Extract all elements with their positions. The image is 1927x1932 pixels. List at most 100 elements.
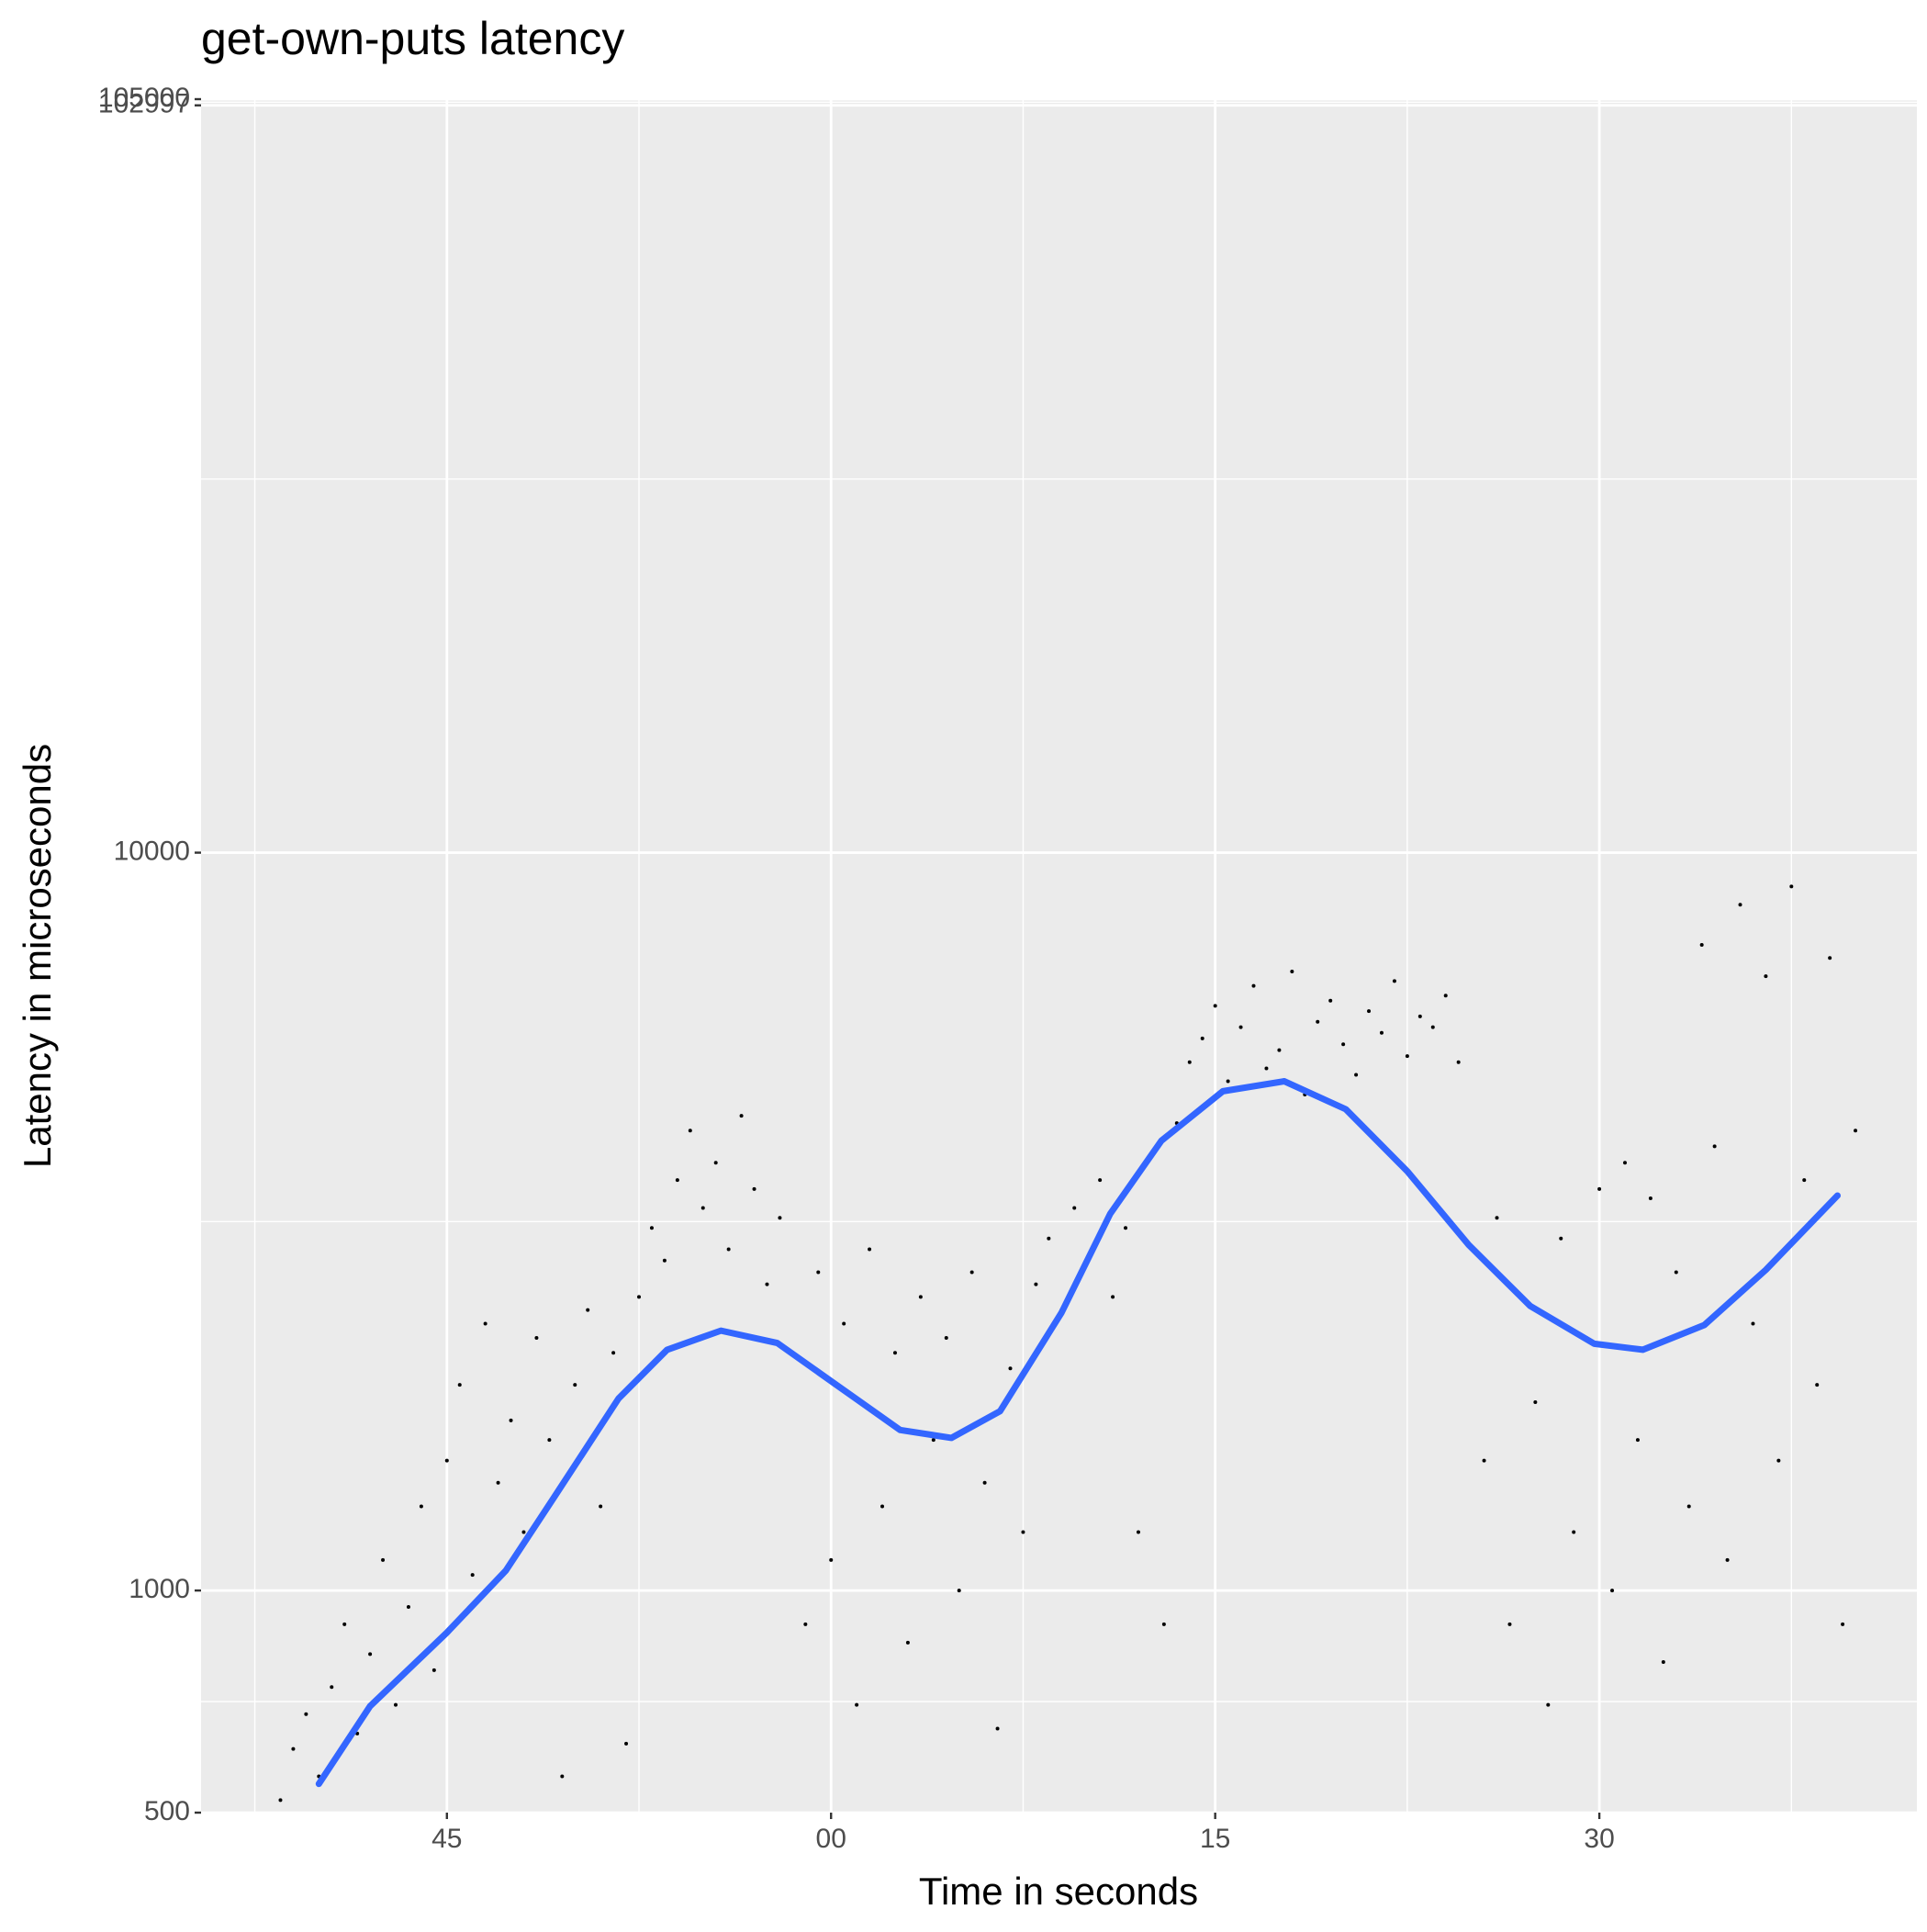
point: [1789, 884, 1794, 889]
point: [892, 1351, 897, 1355]
point: [1802, 1178, 1807, 1183]
point: [880, 1504, 885, 1509]
point: [995, 1726, 1000, 1731]
point: [1213, 1004, 1217, 1008]
point: [534, 1335, 539, 1340]
point: [1610, 1589, 1615, 1593]
point: [1751, 1321, 1755, 1326]
point: [649, 1226, 654, 1230]
point: [1597, 1186, 1602, 1191]
point: [586, 1308, 590, 1312]
point: [1456, 1060, 1461, 1064]
y-tick-label: 102997: [98, 89, 190, 119]
point: [1392, 979, 1396, 983]
point: [1034, 1282, 1038, 1286]
point: [803, 1622, 808, 1626]
point: [1622, 1161, 1627, 1165]
point: [304, 1712, 308, 1716]
point: [368, 1652, 373, 1657]
point: [1572, 1530, 1576, 1534]
point: [342, 1622, 347, 1626]
point: [931, 1438, 935, 1443]
point: [330, 1685, 334, 1690]
point: [1238, 1025, 1243, 1029]
point: [1482, 1458, 1486, 1463]
point: [1200, 1036, 1204, 1040]
point: [1648, 1196, 1653, 1201]
point: [1854, 1129, 1858, 1133]
point: [1277, 1048, 1282, 1052]
point: [1815, 1383, 1820, 1387]
x-tick-label: 45: [431, 1824, 462, 1854]
y-tick-label: 10000: [114, 836, 190, 866]
point: [918, 1295, 923, 1299]
point: [624, 1741, 629, 1746]
point: [969, 1270, 974, 1275]
point: [662, 1258, 667, 1263]
point: [1738, 903, 1742, 907]
point: [1264, 1066, 1269, 1071]
point: [291, 1747, 296, 1751]
x-tick-label: 15: [1200, 1824, 1230, 1854]
point: [1226, 1079, 1230, 1084]
point: [1047, 1236, 1051, 1241]
point: [573, 1383, 577, 1387]
point: [1008, 1366, 1013, 1371]
point: [1021, 1530, 1025, 1534]
point: [509, 1418, 513, 1422]
point: [1187, 1060, 1192, 1064]
point: [1379, 1030, 1384, 1035]
point: [688, 1129, 692, 1133]
point: [1367, 1009, 1372, 1014]
point: [700, 1206, 705, 1210]
point: [1354, 1073, 1359, 1077]
point: [1111, 1295, 1115, 1299]
y-tick-label: 500: [144, 1796, 190, 1826]
y-axis-title: Latency in microseconds: [16, 744, 59, 1168]
point: [1405, 1054, 1409, 1059]
point: [1546, 1702, 1551, 1707]
point: [1776, 1458, 1781, 1463]
point: [1674, 1270, 1678, 1275]
point: [1533, 1399, 1538, 1404]
point: [1686, 1504, 1691, 1509]
point: [739, 1114, 744, 1118]
point: [1635, 1438, 1640, 1443]
point: [1072, 1206, 1077, 1210]
point: [1841, 1622, 1845, 1626]
point: [778, 1216, 782, 1220]
point: [1559, 1236, 1563, 1241]
point: [855, 1702, 859, 1707]
point: [1251, 983, 1256, 988]
point: [1712, 1144, 1717, 1149]
point: [560, 1774, 565, 1779]
point: [957, 1589, 961, 1593]
point: [765, 1282, 769, 1286]
y-tick-label: 1000: [129, 1574, 190, 1604]
point: [496, 1480, 500, 1485]
point: [394, 1702, 398, 1707]
point: [599, 1504, 603, 1509]
point: [431, 1668, 436, 1672]
point: [1290, 970, 1294, 974]
point: [1661, 1659, 1665, 1664]
point: [868, 1247, 872, 1252]
panel: [201, 99, 1917, 1813]
point: [1136, 1530, 1140, 1534]
point: [444, 1458, 449, 1463]
point: [816, 1270, 821, 1275]
point: [982, 1480, 987, 1485]
point: [829, 1557, 834, 1562]
point: [1828, 956, 1832, 960]
point: [1507, 1622, 1512, 1626]
point: [457, 1383, 462, 1387]
point: [1764, 974, 1768, 979]
point: [726, 1247, 731, 1252]
smooth-line: [315, 1078, 1842, 1788]
point: [419, 1504, 423, 1509]
point: [1124, 1226, 1128, 1230]
point: [842, 1321, 846, 1326]
point: [1699, 942, 1704, 947]
point: [470, 1573, 475, 1578]
